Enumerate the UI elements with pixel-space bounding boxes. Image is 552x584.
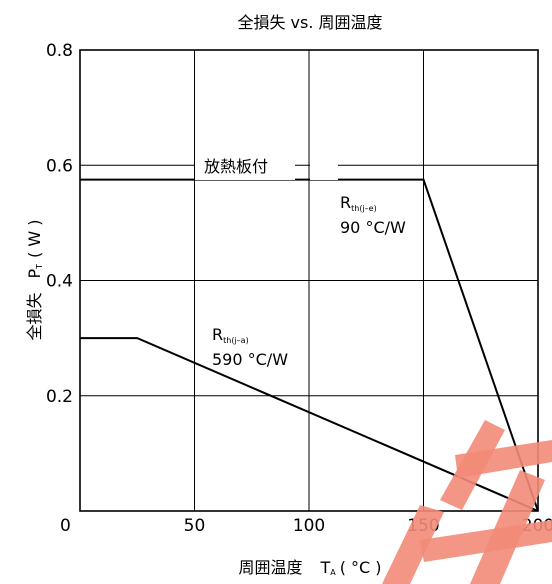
watermark-stroke-4 — [455, 440, 552, 478]
rth-ja-label: Rth(j–a) — [212, 325, 249, 345]
y-axis-label: 全損失 PT ( W ) — [25, 219, 44, 340]
y-tick-label: 0.6 — [46, 156, 73, 176]
x-axis-symbol: T — [319, 558, 330, 577]
x-axis-label-main: 周囲温度 — [238, 558, 302, 577]
watermark-stroke-5 — [420, 520, 552, 562]
series-line-1 — [80, 178, 539, 512]
x-tick-label: 50 — [184, 516, 206, 536]
series-line-2 — [80, 337, 539, 512]
y-tick-label: 0.8 — [46, 41, 73, 61]
grid-lines — [79, 49, 539, 512]
x-axis-symbol-sub: A — [330, 568, 336, 577]
series-lines — [80, 178, 539, 512]
y-axis-unit: ( W ) — [25, 219, 44, 257]
rth-ja-value: 590 °C/W — [212, 350, 288, 369]
x-tick-label: 0 — [60, 516, 71, 536]
rth-je-label: Rth(j–e) — [340, 193, 377, 213]
y-axis-symbol: P — [25, 269, 44, 279]
heatsink-label: 放熱板付 — [204, 157, 268, 176]
rth-je-main: R — [340, 193, 351, 212]
y-tick-label: 0.4 — [46, 272, 73, 292]
y-tick-label: 0.2 — [46, 387, 73, 407]
chart-title: 全損失 vs. 周囲温度 — [237, 13, 382, 32]
watermark-graphic — [382, 420, 552, 584]
y-axis-label-main: 全損失 — [25, 293, 44, 341]
x-axis-unit: ( °C ) — [340, 558, 382, 577]
x-axis-label: 周囲温度 TA ( °C ) — [238, 558, 381, 577]
rth-ja-sub: th(j–a) — [223, 336, 249, 345]
y-axis-symbol-sub: T — [35, 264, 44, 270]
watermark-stroke-1 — [382, 505, 444, 584]
heatsink-label-bg — [195, 150, 295, 180]
rth-ja-main: R — [212, 325, 223, 344]
x-tick-label: 100 — [293, 516, 325, 536]
rth-je-sub: th(j–e) — [351, 204, 377, 213]
plot-frame — [79, 49, 539, 512]
rth-je-value: 90 °C/W — [340, 218, 406, 237]
heatsink-label-gap — [310, 150, 338, 180]
